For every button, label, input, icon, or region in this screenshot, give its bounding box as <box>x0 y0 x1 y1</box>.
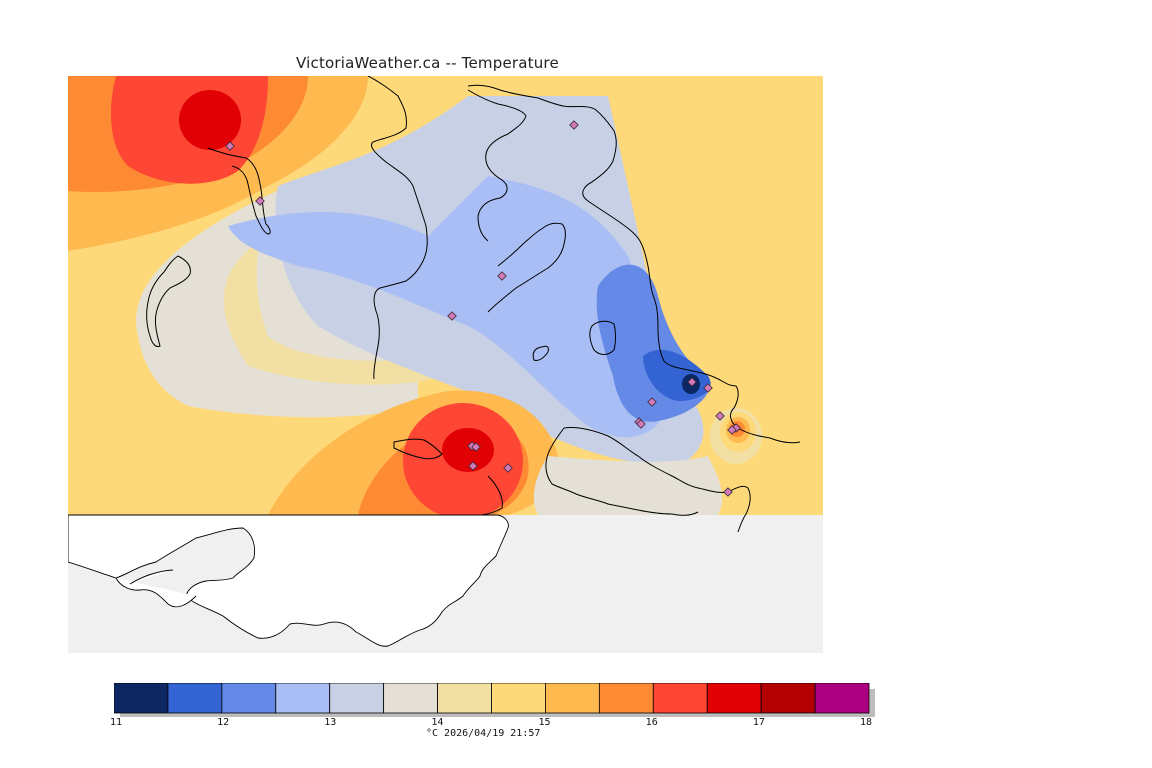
scale-bin-2 <box>167 682 223 714</box>
station-marker-1[interactable] <box>225 141 235 151</box>
scale-bin-14 <box>814 682 870 714</box>
scale-bin-12 <box>706 682 762 714</box>
temperature-field <box>68 76 823 515</box>
scale-bin-4 <box>275 682 331 714</box>
scale-tick-label: 18 <box>859 717 873 728</box>
scale-tick-label: 14 <box>431 717 444 728</box>
station-marker-12[interactable] <box>471 442 481 452</box>
temperature-map[interactable] <box>68 76 823 653</box>
scale-tick-label: 15 <box>538 717 551 728</box>
station-marker-18[interactable] <box>723 487 733 497</box>
station-marker-6[interactable] <box>687 377 697 387</box>
scale-bin-1 <box>113 682 169 714</box>
scale-tick-label: 16 <box>645 717 658 728</box>
scale-bin-9 <box>545 682 600 714</box>
station-marker-14[interactable] <box>468 461 478 471</box>
land-southwest-inner <box>115 569 197 608</box>
station-marker-17[interactable] <box>715 411 725 421</box>
scale-bin-8 <box>491 682 546 714</box>
scale-bin-5 <box>329 682 385 714</box>
scale-tick-label: 11 <box>109 717 123 728</box>
contour-16.5-17-nw <box>179 90 241 150</box>
station-marker-16[interactable] <box>727 425 737 435</box>
station-marker-8[interactable] <box>647 397 657 407</box>
map-title: VictoriaWeather.ca -- Temperature <box>296 54 559 72</box>
station-marker-2[interactable] <box>255 196 265 206</box>
scale-bin-7 <box>437 682 492 714</box>
land-southwest <box>68 514 509 647</box>
station-marker-10[interactable] <box>636 419 646 429</box>
contour-16.5-17-s <box>442 428 494 472</box>
station-markers <box>225 120 741 497</box>
contour-13.5-14-se <box>533 456 723 515</box>
scale-bin-10 <box>598 682 654 714</box>
scale-bin-13 <box>760 682 816 714</box>
scale-tick-label: 13 <box>324 717 337 728</box>
station-marker-13[interactable] <box>503 463 513 473</box>
scale-tick-label: 12 <box>217 717 230 728</box>
scale-bin-6 <box>383 682 438 714</box>
station-marker-7[interactable] <box>703 383 713 393</box>
scale-tick-label: 17 <box>752 717 765 728</box>
station-marker-3[interactable] <box>497 271 507 281</box>
scale-bin-11 <box>652 682 708 714</box>
contour-12.5-13 <box>228 176 668 438</box>
station-marker-5[interactable] <box>569 120 579 130</box>
coastline <box>146 76 801 533</box>
scale-caption: °C 2026/04/19 21:57 <box>426 728 541 739</box>
color-scale: 11 12 13 14 15 16 17 18 °C 2026/04/19 21:57 <box>110 682 876 743</box>
scale-bin-3 <box>221 682 277 714</box>
station-marker-4[interactable] <box>447 311 457 321</box>
